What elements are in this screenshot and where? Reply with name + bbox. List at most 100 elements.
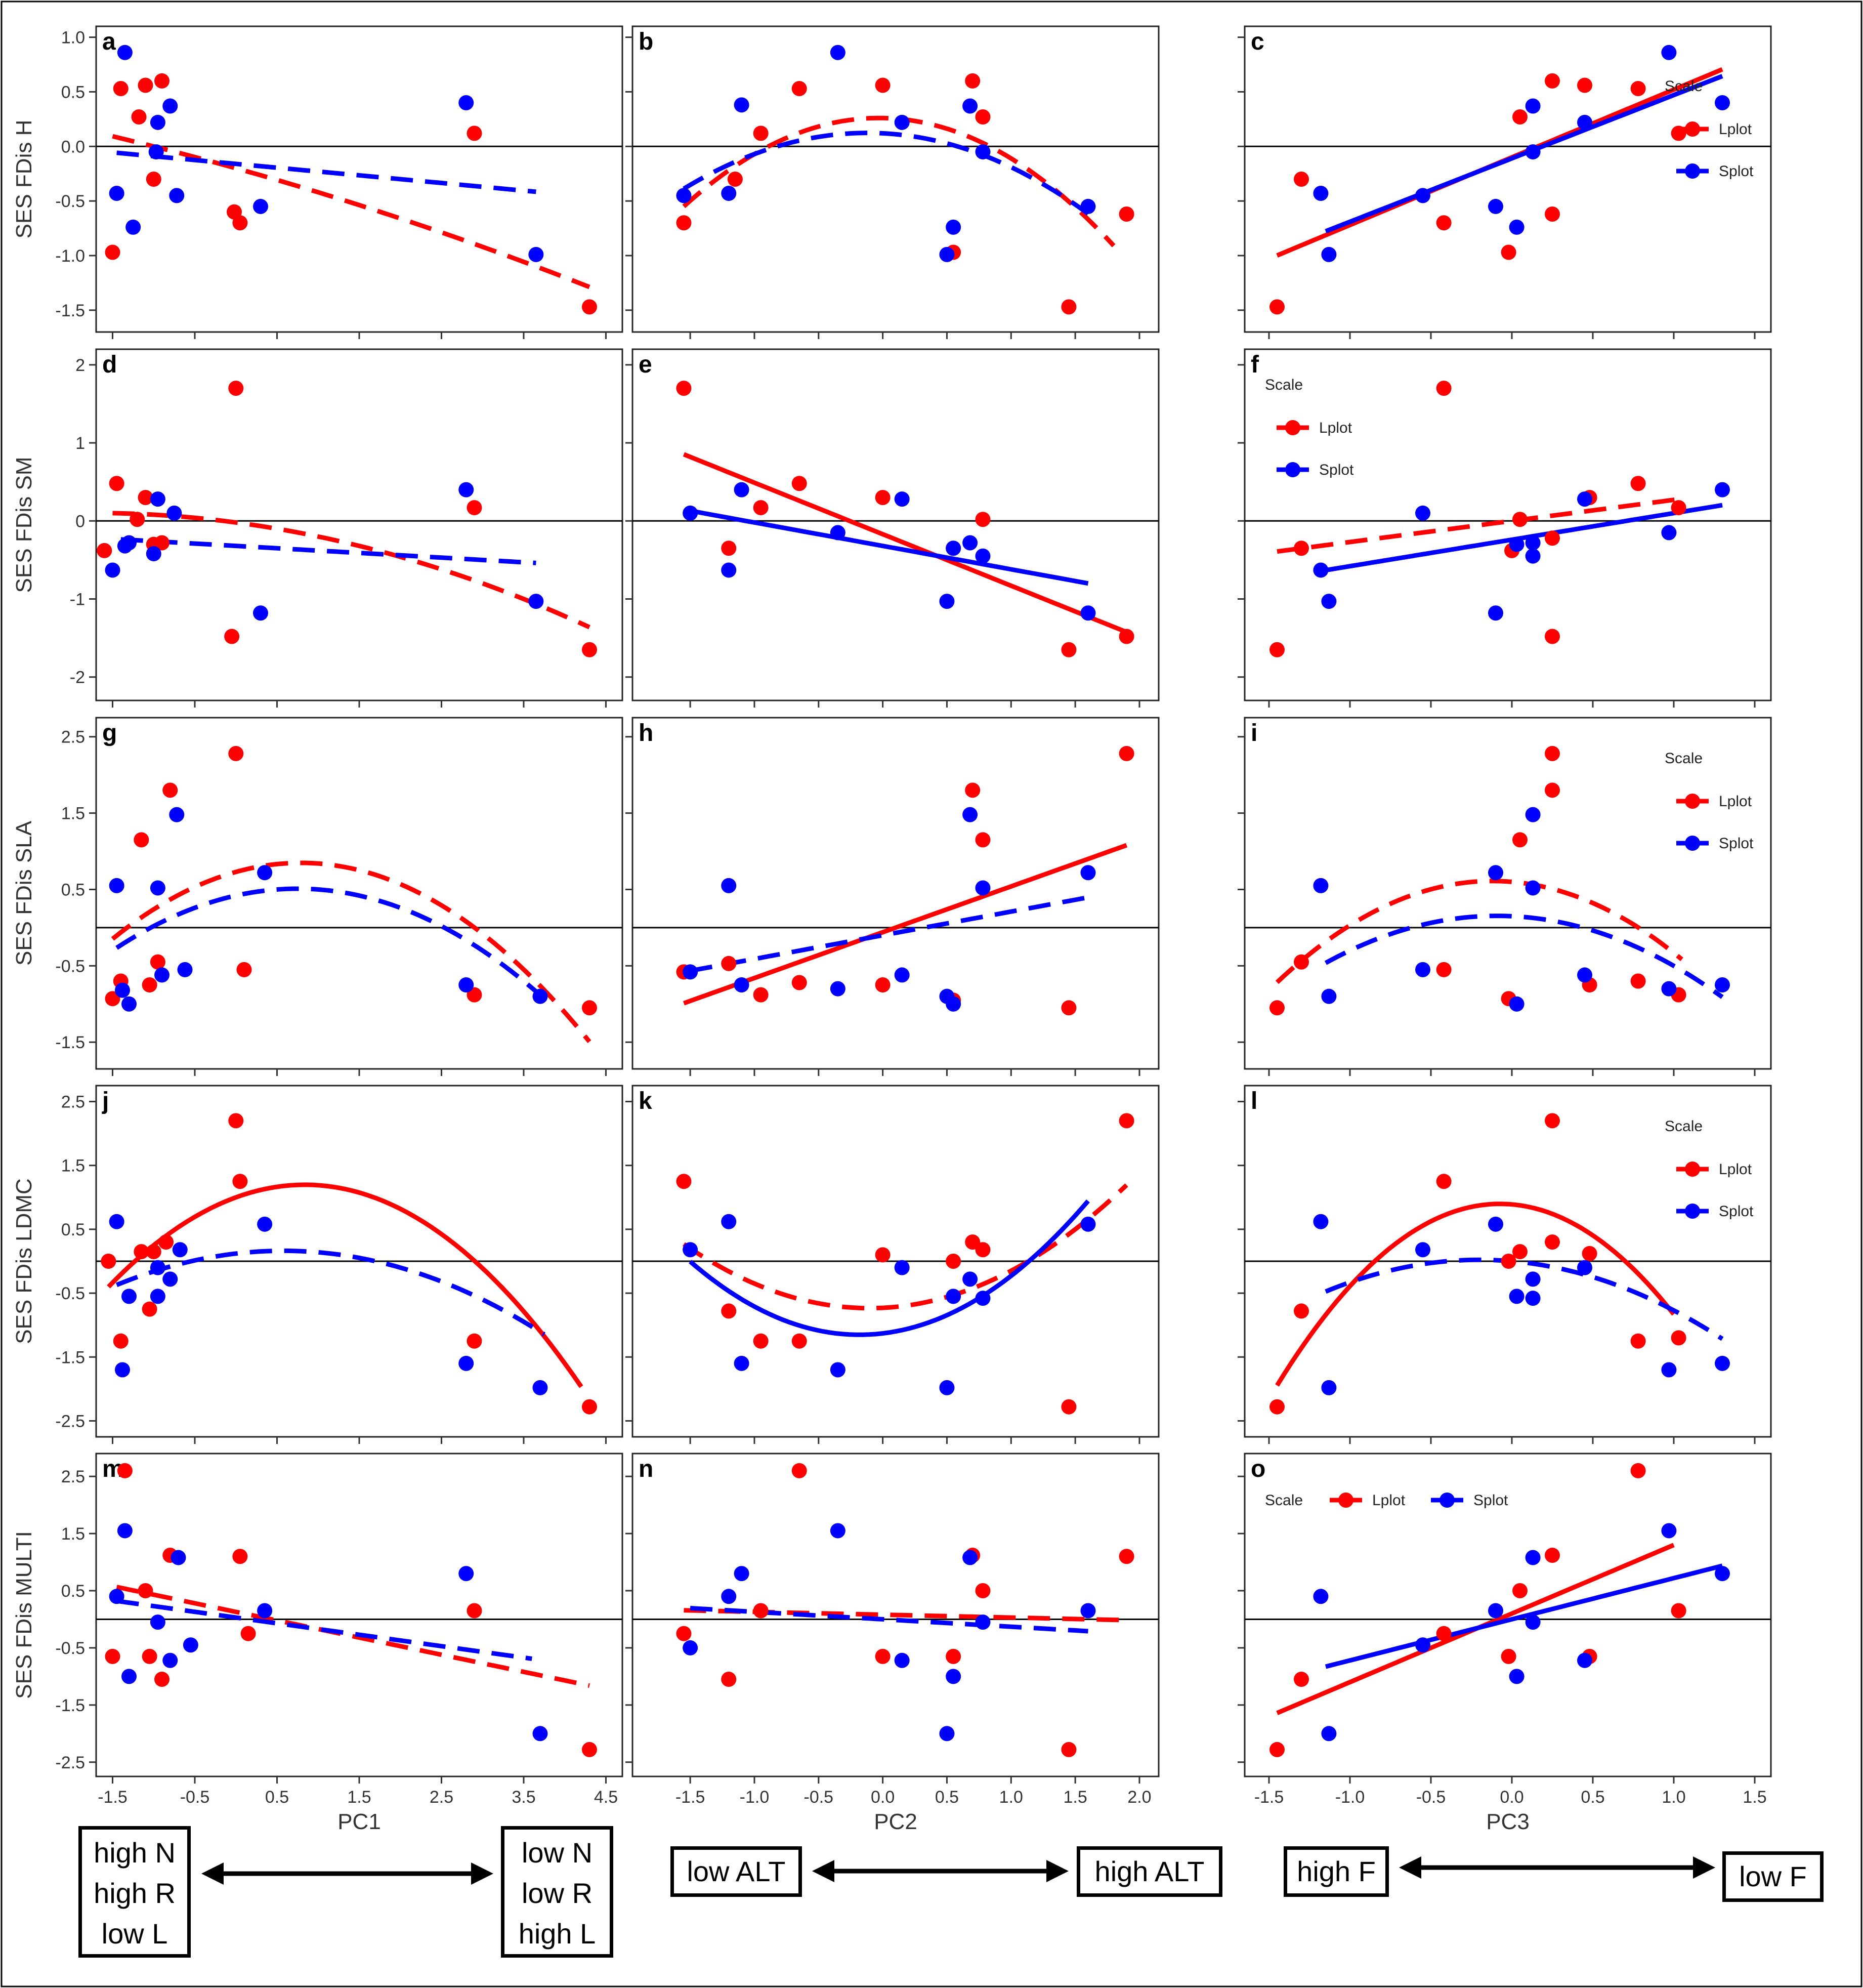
- point-lplot-e-8: [1119, 629, 1134, 644]
- point-splot-j-2: [121, 1289, 137, 1304]
- point-lplot-f-4: [1512, 512, 1528, 527]
- fit-line-splot-f: [1325, 503, 1723, 573]
- panel-letter-g: g: [102, 720, 117, 747]
- x-tick-label-n-3: 0.0: [871, 1788, 895, 1807]
- point-lplot-a-5: [154, 73, 170, 89]
- point-lplot-c-5: [1545, 73, 1560, 89]
- point-splot-b-1: [721, 186, 737, 201]
- point-splot-n-5: [939, 1726, 955, 1742]
- point-lplot-o-1: [1294, 1672, 1309, 1687]
- point-splot-f-4: [1509, 536, 1525, 552]
- point-splot-m-9: [532, 1726, 548, 1742]
- panel-letter-n: n: [639, 1456, 653, 1482]
- point-lplot-e-3: [791, 476, 807, 491]
- point-lplot-o-8: [1671, 1603, 1686, 1619]
- gradient-pc1-left-line-3: low L: [101, 1918, 168, 1950]
- fit-line-splot-k: [689, 1199, 1090, 1337]
- gradient-arrow-pc3-head-right: [1693, 1856, 1715, 1879]
- x-tick-label-o-1: -1.0: [1335, 1788, 1365, 1807]
- point-splot-a-7: [253, 198, 268, 214]
- y-tick-label-d-0: 2: [75, 356, 85, 375]
- point-splot-i-3: [1488, 865, 1503, 881]
- gradient-pc1-right-line-1: low N: [521, 1837, 593, 1869]
- fit-line-lplot-e: [683, 452, 1128, 635]
- point-lplot-j-0: [101, 1254, 116, 1269]
- panel-letter-h: h: [639, 720, 653, 747]
- point-lplot-f-6: [1545, 629, 1560, 644]
- panel-letter-l: l: [1251, 1088, 1257, 1114]
- point-splot-a-8: [458, 95, 474, 110]
- gradient-arrow-pc1-head-left: [201, 1862, 224, 1885]
- point-lplot-h-5: [965, 782, 981, 798]
- panel-b: b: [625, 25, 1160, 339]
- x-axis-title-1: PC2: [874, 1809, 917, 1834]
- gradient-arrow-pc2-head-right: [1046, 1860, 1069, 1882]
- point-splot-o-9: [1715, 1566, 1730, 1582]
- point-splot-o-3: [1488, 1603, 1503, 1619]
- point-lplot-n-9: [1119, 1549, 1134, 1564]
- point-lplot-b-9: [1119, 206, 1134, 222]
- point-lplot-h-3: [791, 975, 807, 990]
- point-lplot-i-1: [1294, 954, 1309, 970]
- point-splot-k-5: [939, 1380, 955, 1395]
- point-lplot-l-5: [1545, 1113, 1560, 1129]
- point-lplot-m-3: [142, 1648, 157, 1664]
- point-lplot-b-2: [753, 126, 769, 141]
- point-splot-l-2: [1415, 1242, 1430, 1258]
- panel-k: k: [625, 1085, 1160, 1444]
- point-splot-g-9: [532, 988, 548, 1004]
- point-lplot-b-6: [975, 109, 991, 125]
- x-tick-label-n-6: 1.5: [1063, 1788, 1087, 1807]
- point-splot-b-2: [734, 97, 749, 113]
- point-splot-n-8: [975, 1614, 991, 1630]
- point-lplot-e-1: [721, 541, 737, 556]
- y-tick-label-j-4: -1.5: [55, 1348, 85, 1367]
- point-lplot-h-9: [1119, 746, 1134, 761]
- x-tick-label-n-5: 1.0: [999, 1788, 1023, 1807]
- point-splot-o-6: [1525, 1614, 1541, 1630]
- point-lplot-i-5: [1545, 782, 1560, 798]
- y-tick-label-m-4: -1.5: [55, 1696, 85, 1715]
- point-lplot-o-7: [1630, 1463, 1646, 1478]
- point-lplot-a-9: [582, 299, 597, 315]
- point-splot-f-3: [1488, 605, 1503, 621]
- point-lplot-e-2: [753, 500, 769, 516]
- point-lplot-d-6: [228, 381, 244, 396]
- y-tick-label-a-0: 1.0: [61, 28, 85, 48]
- point-splot-d-4: [150, 491, 165, 507]
- point-splot-e-3: [830, 525, 845, 541]
- point-splot-k-6: [946, 1289, 961, 1304]
- point-lplot-j-9: [582, 1399, 597, 1415]
- x-tick-label-o-0: -1.5: [1254, 1788, 1284, 1807]
- fit-line-splot-o: [1325, 1563, 1723, 1669]
- point-splot-m-2: [121, 1669, 137, 1684]
- point-splot-h-6: [946, 996, 961, 1012]
- point-splot-c-2: [1415, 188, 1430, 203]
- y-tick-label-a-4: -1.0: [55, 246, 85, 266]
- point-lplot-e-5: [975, 512, 991, 527]
- y-tick-label-g-2: 0.5: [61, 880, 85, 899]
- point-splot-d-0: [105, 562, 120, 578]
- point-splot-k-1: [721, 1214, 737, 1229]
- point-splot-f-0: [1313, 562, 1329, 578]
- point-lplot-j-4: [146, 1244, 161, 1260]
- point-splot-j-3: [150, 1260, 165, 1275]
- y-tick-label-j-5: -2.5: [55, 1412, 85, 1431]
- point-lplot-j-5: [158, 1234, 174, 1250]
- point-splot-i-5: [1525, 807, 1541, 822]
- y-axis-title-4: SES FDis MULTI: [12, 1531, 36, 1699]
- point-splot-n-9: [1080, 1603, 1096, 1619]
- point-lplot-g-6: [228, 746, 244, 761]
- point-splot-g-7: [257, 865, 273, 881]
- point-splot-b-0: [676, 188, 692, 203]
- point-splot-g-8: [458, 977, 474, 993]
- point-splot-n-3: [830, 1523, 845, 1539]
- y-tick-label-m-3: -0.5: [55, 1639, 85, 1658]
- legend-o-lplot-label: Lplot: [1372, 1492, 1406, 1509]
- legend-c-title: Scale: [1665, 78, 1703, 95]
- legend-f-splot-key-dot: [1285, 462, 1300, 477]
- gradient-box-pc3-left: high F: [1284, 1846, 1389, 1897]
- panel-letter-e: e: [639, 351, 652, 378]
- point-splot-h-2: [734, 977, 749, 993]
- point-lplot-l-2: [1436, 1174, 1452, 1189]
